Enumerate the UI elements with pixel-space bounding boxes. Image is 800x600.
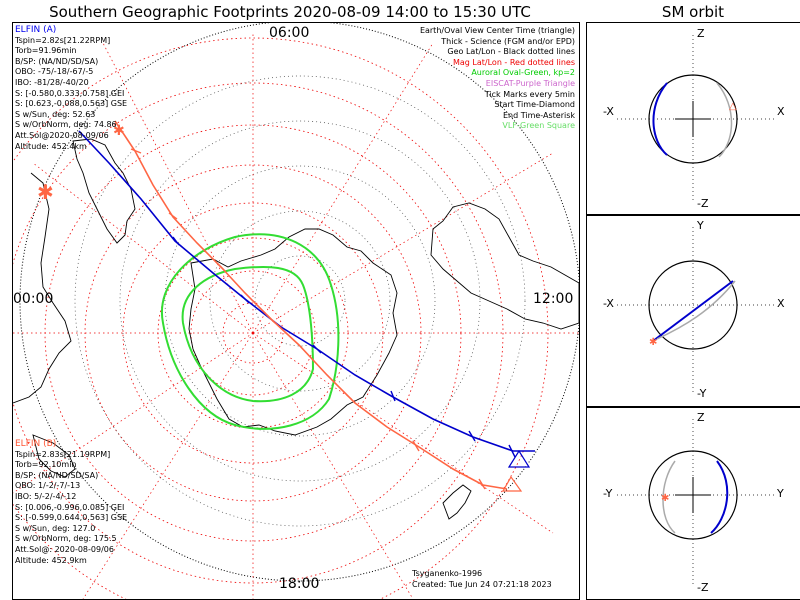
earth-circle — [648, 260, 738, 350]
axis-label-right: X — [777, 297, 785, 310]
auroral-oval-inner — [181, 265, 315, 403]
elfin-a-end-triangle — [507, 449, 531, 468]
elfin-b-track — [114, 120, 508, 490]
elfin-b-line: IBO: 5/-2/-4/-12 — [15, 491, 77, 501]
elfin-a-orbit — [710, 460, 729, 534]
elfin-b-end-triangle — [501, 475, 523, 492]
elfin-b-line: Altitude: 452.9km — [15, 555, 87, 565]
elfin-a-header: ELFIN (A) — [15, 25, 57, 35]
auroral-oval-outer — [160, 233, 340, 430]
map-title: Southern Geographic Footprints 2020-08-0… — [49, 3, 531, 21]
elfin-b-line: S w/OrbNorm, deg: 175.5 — [15, 534, 117, 544]
axis-label-left: -X — [603, 297, 614, 310]
legend-item: Auroral Oval-Green, kp=2 — [471, 68, 575, 78]
elfin-b-line: Torb=92.10min — [15, 460, 77, 470]
elfin-b-line: S: [-0.599,0.644,0.563] GSE — [15, 513, 128, 523]
elfin-b-orbit — [662, 460, 676, 534]
created-label: Created: Tue Jun 24 07:21:18 2023 — [412, 579, 552, 589]
footprint-map-panel: ✱ ✱ 06:00 00:00 12:00 18:00 ELFIN (A) Ts… — [12, 22, 580, 600]
elfin-a-orbit — [652, 82, 668, 156]
geo-latitude-grid — [74, 75, 526, 527]
legend-item: Mag Lat/Lon - Red dotted lines — [452, 57, 575, 67]
earth-circle — [648, 450, 738, 540]
legend-item: Tick Marks every 5min — [484, 89, 575, 99]
axis-label-right: Y — [777, 487, 784, 500]
elfin-b-orbit — [716, 82, 733, 158]
sm-orbit-title: SM orbit — [661, 3, 725, 21]
elfin-a-line: IBO: -81/28/-40/20 — [15, 77, 89, 87]
elfin-a-info: ELFIN (A) Tspin=2.82s[21.22RPM] Torb=91.… — [15, 25, 127, 152]
legend-item: VLF-Green Square — [502, 121, 575, 131]
antarctica-coastline — [188, 228, 398, 436]
time-label-left: 00:00 — [13, 291, 54, 307]
elfin-b-info: ELFIN (B) Tspin=2.83s[21.19RPM] Torb=92.… — [15, 439, 127, 566]
sm-orbit-xy-plot: ✱ — [617, 227, 777, 395]
map-legend: Earth/Oval View Center Time (triangle) T… — [420, 26, 575, 132]
elfin-a-track — [78, 130, 535, 452]
axis-label-top: Y — [697, 219, 704, 232]
elfin-a-line: S w/Sun, deg: 52.63 — [15, 109, 96, 119]
elfin-b-line: OBO: 1/-2/-7/-13 — [15, 481, 81, 491]
elfin-a-ticks — [172, 236, 516, 458]
axis-label-bottom: -Z — [697, 581, 709, 594]
elfin-a-line: S: [0.623,-0.088,0.563] GSE — [15, 99, 128, 109]
axis-label-top: Z — [697, 27, 705, 40]
sm-orbit-yz-plot: ✱ — [617, 419, 777, 587]
elfin-a-line: OBO: -75/-18/-67/-5 — [15, 67, 94, 77]
sm-orbit-xz-plot: △ — [617, 35, 777, 203]
elfin-a-line: Tspin=2.82s[21.22RPM] — [15, 35, 111, 45]
elfin-a-line: S: [-0.580,0.333,0.758] GEI — [15, 88, 125, 98]
south-america-coastline — [72, 138, 136, 244]
elfin-b-line: Tspin=2.83s[21.19RPM] — [15, 449, 111, 459]
elfin-b-line: S: [0.006,-0.996,0.085] GEI — [15, 502, 125, 512]
elfin-b-end-asterisk: ✱ — [113, 123, 125, 139]
islands-coastline — [32, 434, 76, 478]
legend-item: Start Time-Diamond — [494, 100, 575, 110]
elfin-b-line: S w/Sun, deg: 127.0 — [15, 523, 96, 533]
legend-item: End Time-Asterisk — [502, 110, 575, 120]
sm-orbit-xy-panel: ✱ Y -Y -X X — [586, 214, 800, 408]
legend-item: Earth/Oval View Center Time (triangle) — [419, 26, 575, 35]
time-label-right: 12:00 — [533, 291, 574, 307]
elfin-a-line: S w/OrbNorm, deg: 74.86 — [15, 120, 117, 130]
model-label: Tsyganenko-1996 — [412, 569, 483, 578]
legend-item: EISCAT-Purple Triangle — [485, 78, 575, 88]
axis-label-bottom: -Z — [697, 197, 709, 210]
sm-orbit-xz-panel: △ Z -Z -X X — [586, 22, 800, 216]
elfin-a-line: Altitude: 452.4km — [15, 141, 87, 151]
map-boundary — [19, 23, 579, 582]
axis-label-right: X — [777, 105, 785, 118]
elfin-a-orbit — [652, 280, 734, 342]
footprint-map: ✱ ✱ — [13, 23, 579, 599]
elfin-a-line: B/SP: (NA/ND/SD/SA) — [15, 56, 99, 66]
africa-coastline — [13, 172, 72, 404]
new-zealand-coastline — [442, 484, 472, 520]
elfin-b-marker: △ — [729, 101, 737, 112]
elfin-a-line: Torb=91.96min — [15, 46, 77, 56]
elfin-b-line: B/SP: (NA/ND/SD/SA) — [15, 470, 99, 480]
elfin-b-line: Att.Sol@: 2020-08-09/06 — [15, 544, 114, 554]
legend-item: Thick - Science (FGM and/or EPD) — [441, 36, 575, 46]
map-footer: Tsyganenko-1996 Created: Tue Jun 24 07:2… — [412, 569, 552, 590]
sm-orbit-yz-panel: ✱ Z -Z -Y Y — [586, 406, 800, 600]
elfin-b-orbit — [656, 280, 736, 340]
elfin-a-line: Att.Sol@2020-08-09/06 — [15, 130, 109, 140]
legend-item: Geo Lat/Lon - Black dotted lines — [447, 47, 575, 57]
elfin-b-ticks — [130, 148, 486, 490]
elfin-b-marker: ✱ — [661, 493, 669, 504]
axis-label-top: Z — [697, 411, 705, 424]
elfin-b-marker: ✱ — [649, 337, 657, 348]
earth-circle — [648, 74, 738, 164]
australia-coastline — [430, 202, 579, 330]
axis-label-bottom: -Y — [697, 387, 707, 400]
time-label-top: 06:00 — [269, 25, 310, 41]
axis-label-left: -Y — [603, 487, 613, 500]
axis-label-left: -X — [603, 105, 614, 118]
elfin-b-header: ELFIN (B) — [15, 439, 57, 449]
time-label-bottom: 18:00 — [279, 576, 320, 592]
elfin-a-start-asterisk: ✱ — [37, 180, 54, 204]
